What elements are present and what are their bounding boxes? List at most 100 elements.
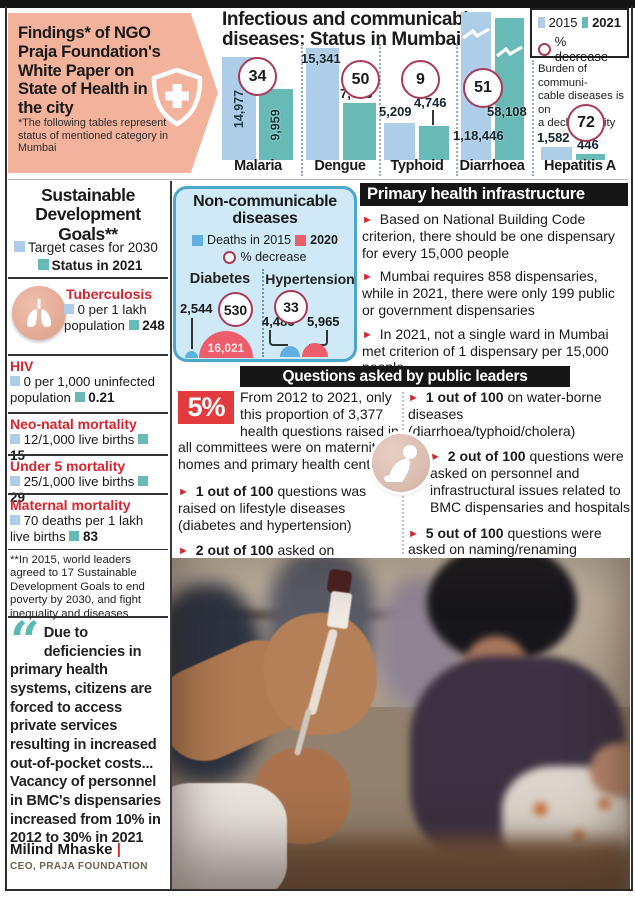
sanitation-person-icon — [372, 434, 430, 492]
sdg-item-target: 12/1,000 live births — [23, 432, 135, 447]
hypertension-label: Hypertension — [265, 271, 355, 287]
divider — [8, 549, 168, 550]
category-diarrhoea: Diarrhoea — [459, 158, 525, 174]
sdg-item-name: Tuberculosis — [65, 286, 153, 302]
hypertension-pct: 33 — [274, 290, 308, 324]
pct-decrease-dengue: 50 — [341, 60, 380, 99]
phi-bullet: ► Mumbai requires 858 dispensaries, whil… — [362, 268, 628, 318]
bar-malaria-2021: 9,959 — [259, 89, 293, 160]
axis-break-mark — [495, 45, 524, 65]
target-swatch — [10, 376, 20, 386]
sdg-item-name: Maternal mortality — [10, 497, 131, 513]
bar-value: 58,108 — [487, 104, 527, 119]
target-swatch — [10, 515, 20, 525]
bar-value: 9,959 — [269, 108, 283, 141]
label-connector — [432, 110, 434, 125]
sdg-item-name: Neo-natal mortality — [10, 416, 137, 432]
diabetes-2020-value: 16,021 — [207, 340, 245, 355]
sdg-item-status: 83 — [83, 529, 99, 545]
category-hepatitis-a: Hepatitis A — [544, 158, 616, 174]
status-swatch — [69, 531, 80, 542]
pct-decrease-malaria: 34 — [238, 57, 277, 96]
question-bullet: ► 1 out of 100 questions was raised on l… — [178, 483, 400, 533]
bar-value: 15,341 — [301, 51, 341, 66]
author-separator: | — [116, 841, 121, 858]
ncd-legend: Deaths in 2015 2020 — [176, 233, 354, 247]
photo-vaccination-scene — [172, 558, 630, 889]
diabetes-pct: 530 — [218, 292, 253, 327]
axis-break-mark — [461, 27, 491, 47]
question-bullet: ► 2 out of 100 questions were asked on p… — [430, 448, 630, 515]
target-swatch — [14, 241, 25, 252]
category-typhoid: Typhoid — [390, 158, 444, 174]
photo-vignette — [172, 558, 630, 889]
legend-2015-label: 2015 — [548, 15, 578, 30]
top-black-strip — [0, 0, 635, 8]
photo-sleeve — [172, 783, 287, 889]
double-quote-icon: “ — [10, 611, 40, 672]
bar-typhoid-2015 — [384, 123, 415, 160]
bullet-strong: 5 out of 100 — [425, 524, 504, 541]
divider — [8, 277, 168, 279]
sdg-item-target: 25/1,000 live births — [23, 474, 135, 489]
stat-text: From 2012 to 2021, only this proportion … — [178, 389, 399, 473]
pct-decrease-ring-icon — [538, 42, 551, 56]
category-dengue: Dengue — [314, 158, 366, 174]
label-connector — [191, 318, 193, 349]
section-divider — [8, 179, 628, 180]
bar-hepatitis-2021 — [576, 154, 605, 160]
hypertension-2020-semicircle — [302, 343, 328, 357]
status-swatch — [128, 320, 139, 331]
hypertension-2015-semicircle — [280, 346, 300, 357]
ncd-box: Non-communicable diseases Deaths in 2015… — [173, 186, 357, 362]
bullet-strong: 2 out of 100 — [447, 448, 526, 465]
sdg-item-hiv: HIV 0 per 1,000 uninfected population 0.… — [10, 358, 166, 407]
quote-block: “ Due to deficiencies in primary health … — [10, 611, 168, 848]
top-chart-title: Infectious and communicable diseases: St… — [222, 9, 479, 50]
phi-bullet-text: In 2021, not a single ward in Mumbai met… — [362, 325, 609, 376]
phi-bullet: ► Based on National Building Code criter… — [362, 211, 628, 261]
pct-decrease-ring-icon — [223, 250, 237, 264]
shield-cross-icon — [148, 66, 206, 133]
sdg-item-maternal: Maternal mortality 70 deaths per 1 lakh … — [10, 497, 166, 546]
sdg-item-neonatal: Neo-natal mortality 12/1,000 live births… — [10, 416, 166, 465]
category-malaria: Malaria — [234, 158, 282, 174]
ncd-legend-pct: % decrease — [176, 250, 354, 264]
sdg-legend-target: Target cases for 2030 — [14, 240, 166, 255]
legend-pct-label: % decrease — [554, 34, 609, 64]
bar-typhoid-2021 — [419, 126, 449, 160]
sdg-legend-status: Status in 2021 — [14, 258, 166, 273]
bar-dengue-2021 — [343, 103, 376, 160]
arrow-bullet-icon: ► — [362, 214, 373, 226]
deaths-2015-label: Deaths in 2015 — [207, 233, 292, 247]
sdg-item-target: 0 per 1,000 uninfected population — [10, 374, 155, 406]
legend-2021-label: 2021 — [592, 15, 621, 30]
ncd-pct-label: % decrease — [240, 250, 307, 264]
bullet-rest: on water-borne diseases (diarrhoea/typho… — [408, 389, 602, 439]
quote-text: Due to deficiencies in primary health sy… — [10, 625, 161, 847]
sdg-title: Sustainable Development Goals** — [35, 185, 141, 244]
diabetes-2015-semicircle — [185, 351, 198, 358]
sdg-item-name: HIV — [10, 358, 34, 374]
diabetes-label: Diabetes — [189, 271, 251, 287]
questions-right-column: ► 1 out of 100 on water-borne diseases (… — [408, 389, 630, 584]
arrow-bullet-icon: ► — [178, 485, 189, 498]
sdg-item-name: Under 5 mortality — [10, 458, 126, 474]
divider — [379, 44, 381, 176]
ncd-title: Non-communicable diseases — [193, 193, 337, 227]
questions-left-column: 5% From 2012 to 2021, only this proporti… — [178, 389, 400, 585]
divider — [8, 354, 168, 356]
deaths-2015-swatch — [192, 234, 204, 246]
sdg-item-status: 248 — [142, 318, 165, 334]
stat-5pct-badge: 5% — [178, 391, 234, 424]
bullet-strong: 1 out of 100 — [195, 482, 274, 499]
intro-title: Findings* of NGO Praja Foundation's Whit… — [18, 24, 161, 118]
target-swatch — [10, 434, 20, 444]
bullet-strong: 1 out of 100 — [425, 389, 504, 405]
question-bullet: ► 1 out of 100 on water-borne diseases (… — [408, 389, 630, 439]
arrow-bullet-icon: ► — [408, 392, 419, 404]
arrow-bullet-icon: ► — [362, 271, 373, 284]
hypertension-2020-value: 5,965 — [307, 314, 340, 329]
diabetes-2015-value: 2,544 — [180, 301, 213, 316]
